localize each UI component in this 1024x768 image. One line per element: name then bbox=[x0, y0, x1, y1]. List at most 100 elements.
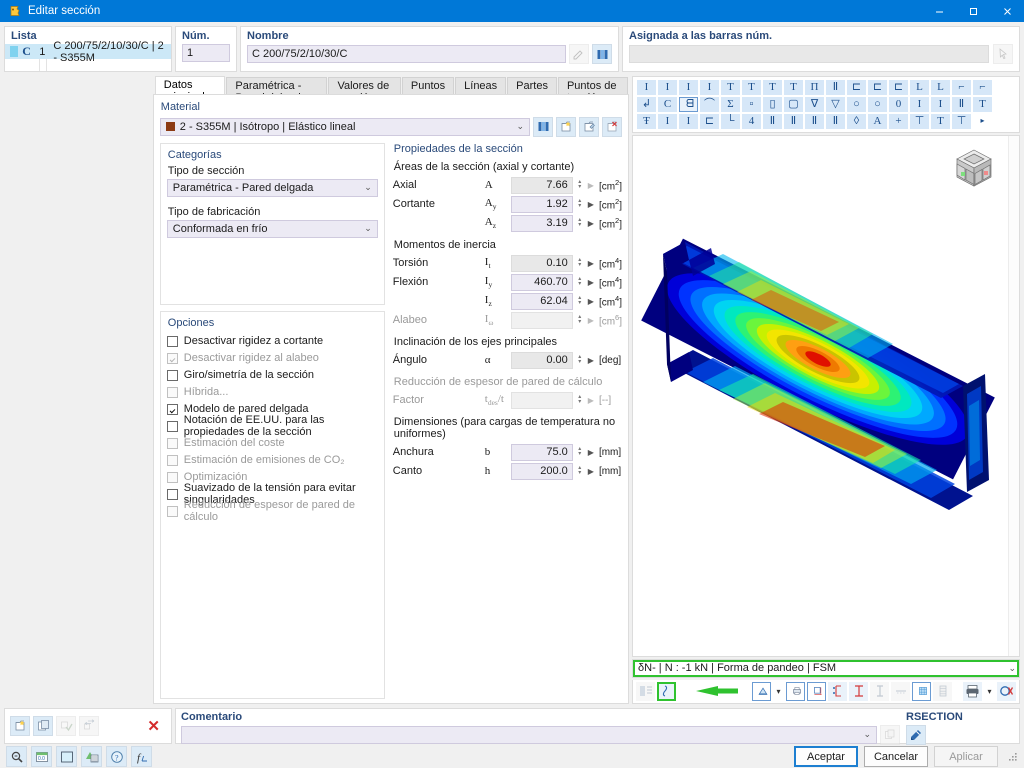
num-input[interactable]: 1 bbox=[182, 44, 230, 62]
section-properties-icon[interactable] bbox=[636, 681, 655, 701]
minimize-button[interactable] bbox=[922, 0, 956, 22]
shape-cell-0-5[interactable]: T bbox=[742, 79, 761, 95]
shape-cell-1-11[interactable]: ○ bbox=[868, 96, 887, 112]
delete-icon[interactable]: ✕ bbox=[147, 717, 160, 735]
shape-cell-0-9[interactable]: Ⅱ bbox=[826, 79, 845, 95]
edit-material-icon[interactable] bbox=[579, 116, 599, 137]
shape-cell-2-5[interactable]: 4 bbox=[742, 113, 761, 129]
shape-cell-2-15[interactable]: ⊤ bbox=[952, 113, 971, 129]
asignada-input[interactable] bbox=[629, 45, 989, 63]
expand-arrow-icon[interactable]: ▶ bbox=[587, 180, 594, 190]
shape-cell-1-1[interactable]: C bbox=[658, 96, 677, 112]
help-icon[interactable]: ? bbox=[106, 746, 127, 768]
section-parts-icon[interactable] bbox=[849, 681, 868, 701]
shape-cell-2-12[interactable]: + bbox=[889, 113, 908, 129]
shape-cell-2-7[interactable]: Ⅱ bbox=[784, 113, 803, 129]
spinner-icon[interactable]: ▴ ▾ bbox=[578, 295, 582, 307]
material-library-icon[interactable] bbox=[533, 116, 553, 137]
view-vertical-scrollbar[interactable] bbox=[1008, 135, 1019, 656]
shape-cell-2-6[interactable]: Ⅱ bbox=[763, 113, 782, 129]
exchange-sections-icon[interactable] bbox=[79, 715, 99, 736]
shape-cell-2-4[interactable]: └ bbox=[721, 113, 740, 129]
tab-partes[interactable]: Partes bbox=[507, 76, 557, 94]
color-swatch-icon[interactable] bbox=[56, 746, 77, 768]
units-icon[interactable]: 0.0 bbox=[31, 746, 52, 768]
tipo-seccion-select[interactable]: Paramétrica - Pared delgada ⌄ bbox=[166, 178, 378, 197]
expand-arrow-icon[interactable]: ▶ bbox=[587, 199, 594, 209]
lista-list[interactable]: C 1 C 200/75/2/10/30/C | 2 - S355M bbox=[4, 40, 172, 72]
expand-arrow-icon[interactable]: ▶ bbox=[587, 296, 594, 306]
magnifier-icon[interactable] bbox=[6, 746, 27, 768]
tab-lineas[interactable]: Líneas bbox=[455, 76, 507, 94]
centroid-icon[interactable] bbox=[891, 681, 910, 701]
shape-cell-1-10[interactable]: ○ bbox=[847, 96, 866, 112]
shape-cell-1-13[interactable]: I bbox=[910, 96, 929, 112]
tab-datos-principales[interactable]: Datos principales bbox=[154, 75, 226, 103]
shape-cell-0-14[interactable]: L bbox=[931, 79, 950, 95]
shape-cell-0-8[interactable]: Π bbox=[805, 79, 824, 95]
tab-parametrica-pared-delgada[interactable]: Paramétrica - Pared delgada bbox=[226, 76, 328, 104]
checkbox-notacion-eeuu[interactable]: Notación de EE.UU. para las propiedades … bbox=[166, 414, 378, 438]
shape-cell-1-5[interactable]: ▫ bbox=[742, 96, 761, 112]
shape-cell-1-3[interactable]: ⌒ bbox=[700, 96, 719, 112]
prop-value-input[interactable]: 200.0 bbox=[510, 462, 573, 480]
shape-cell-0-6[interactable]: T bbox=[763, 79, 782, 95]
shape-cell-2-2[interactable]: I bbox=[679, 113, 698, 129]
shape-cell-1-9[interactable]: ▽ bbox=[826, 96, 845, 112]
shape-cell-0-1[interactable]: I bbox=[658, 79, 677, 95]
nombre-input[interactable]: C 200/75/2/10/30/C bbox=[247, 45, 566, 63]
select-members-icon[interactable] bbox=[993, 44, 1013, 64]
tab-puntos[interactable]: Puntos bbox=[401, 76, 455, 94]
prop-value-input[interactable]: 1.92 bbox=[510, 195, 573, 213]
display-properties-icon[interactable] bbox=[81, 746, 102, 768]
list-item[interactable]: C 1 C 200/75/2/10/30/C | 2 - S355M bbox=[5, 40, 171, 64]
shape-cell-2-13[interactable]: ⊤ bbox=[910, 113, 929, 129]
spinner-icon[interactable]: ▴ ▾ bbox=[578, 179, 582, 191]
edit-name-icon[interactable] bbox=[569, 44, 589, 64]
shape-cell-2-9[interactable]: Ⅱ bbox=[826, 113, 845, 129]
shape-cell-1-16[interactable]: T bbox=[973, 96, 992, 112]
shape-cell-1-7[interactable]: ▢ bbox=[784, 96, 803, 112]
expand-arrow-icon[interactable]: ▶ bbox=[587, 447, 594, 457]
prop-value-input[interactable]: 62.04 bbox=[510, 292, 573, 310]
checkbox-suavizado-tension[interactable]: Suavizado de la tensión para evitar sing… bbox=[166, 482, 378, 506]
shape-cell-0-13[interactable]: L bbox=[910, 79, 929, 95]
shape-cell-1-12[interactable]: 0 bbox=[889, 96, 908, 112]
expand-arrow-icon[interactable]: ▶ bbox=[587, 355, 594, 365]
dimensions-icon[interactable] bbox=[807, 681, 826, 701]
prop-value-input[interactable]: 75.0 bbox=[510, 443, 573, 461]
shape-cell-2-11[interactable]: A bbox=[868, 113, 887, 129]
material-select[interactable]: 2 - S355M | Isótropo | Elástico lineal ⌄ bbox=[159, 117, 530, 136]
shape-cell-2-1[interactable]: I bbox=[658, 113, 677, 129]
shape-cell-0-16[interactable]: ⌐ bbox=[973, 79, 992, 95]
spinner-icon[interactable]: ▴ ▾ bbox=[578, 465, 582, 477]
shape-cell-0-2[interactable]: I bbox=[679, 79, 698, 95]
prop-value-input[interactable]: 3.19 bbox=[510, 214, 573, 232]
prop-value-input[interactable]: 0.00 bbox=[510, 351, 573, 369]
tab-valores-de-seccion[interactable]: Valores de sección bbox=[328, 76, 401, 104]
close-button[interactable] bbox=[990, 0, 1024, 22]
shape-cell-0-3[interactable]: I bbox=[700, 79, 719, 95]
cancel-button[interactable]: Cancelar bbox=[864, 746, 928, 768]
grid-icon[interactable] bbox=[912, 681, 931, 701]
spinner-icon[interactable]: ▴ ▾ bbox=[578, 217, 582, 229]
checkbox-giro-simetria[interactable]: Giro/simetría de la sección bbox=[166, 367, 378, 384]
shape-cell-2-14[interactable]: T bbox=[931, 113, 950, 129]
reset-view-icon[interactable] bbox=[997, 681, 1016, 701]
shape-more-icon[interactable]: ▸ bbox=[980, 116, 985, 126]
shape-cell-1-8[interactable]: ∇ bbox=[805, 96, 824, 112]
open-rsection-icon[interactable] bbox=[906, 724, 926, 745]
shape-cell-2-8[interactable]: Ⅱ bbox=[805, 113, 824, 129]
resize-grip[interactable] bbox=[1008, 752, 1018, 762]
copy-comment-icon[interactable] bbox=[880, 724, 900, 745]
shape-cell-0-11[interactable]: ⊏ bbox=[868, 79, 887, 95]
expand-arrow-icon[interactable]: ▶ bbox=[587, 277, 594, 287]
prop-value-input[interactable]: 460.70 bbox=[510, 273, 573, 291]
comentario-input[interactable]: ⌄ bbox=[181, 725, 877, 744]
expand-arrow-icon[interactable]: ▶ bbox=[587, 466, 594, 476]
expand-arrow-icon[interactable]: ▶ bbox=[587, 218, 594, 228]
apply-button[interactable]: Aplicar bbox=[934, 746, 998, 768]
shape-cell-0-10[interactable]: ⊏ bbox=[847, 79, 866, 95]
new-section-icon[interactable] bbox=[10, 715, 30, 736]
shape-cell-0-0[interactable]: I bbox=[637, 79, 656, 95]
